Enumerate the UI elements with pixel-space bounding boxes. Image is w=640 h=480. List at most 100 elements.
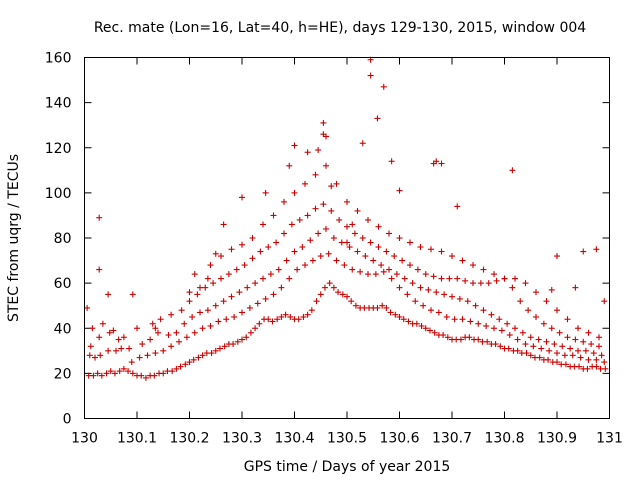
data-point: [585, 356, 592, 363]
data-point: [551, 341, 558, 348]
data-point: [593, 363, 600, 370]
data-point: [225, 271, 232, 278]
data-point: [428, 307, 434, 314]
data-point: [349, 221, 356, 228]
data-point: [470, 280, 476, 287]
data-point: [564, 334, 571, 341]
data-point: [260, 275, 266, 282]
data-point: [160, 370, 167, 377]
data-point: [546, 347, 553, 354]
data-point: [302, 180, 308, 187]
data-point: [449, 253, 455, 260]
data-point: [210, 280, 217, 287]
data-point: [572, 284, 579, 291]
data-point: [444, 334, 451, 341]
data-point: [512, 275, 518, 282]
data-point: [446, 275, 453, 282]
data-point: [425, 286, 432, 293]
data-point: [512, 325, 518, 332]
data-point: [497, 343, 504, 350]
data-point: [561, 352, 568, 359]
data-point: [183, 334, 190, 341]
data-point: [493, 277, 500, 284]
data-point: [228, 293, 235, 300]
data-point: [89, 325, 96, 332]
data-point: [422, 271, 429, 278]
data-point: [113, 347, 119, 354]
data-point: [567, 345, 574, 352]
data-point: [449, 293, 455, 300]
data-point: [282, 311, 289, 318]
data-point: [367, 239, 374, 246]
data-point: [383, 248, 390, 255]
data-point: [428, 246, 434, 253]
data-point: [105, 347, 112, 354]
data-point: [341, 262, 348, 269]
data-point: [438, 160, 445, 167]
data-point: [491, 271, 497, 278]
data-point: [134, 325, 140, 332]
data-point: [118, 345, 125, 352]
data-point: [457, 336, 464, 343]
data-point: [208, 350, 215, 357]
data-point: [509, 167, 516, 174]
y-axis-title: STEC from uqrg / TECUs: [6, 154, 22, 322]
data-point: [564, 316, 571, 323]
data-point: [90, 372, 97, 379]
data-point: [105, 291, 112, 298]
data-point: [144, 352, 151, 359]
data-point: [269, 318, 276, 325]
data-point: [527, 334, 534, 341]
data-point: [339, 291, 346, 298]
data-point: [545, 356, 552, 363]
data-point: [601, 298, 608, 305]
data-point: [405, 318, 412, 325]
axis-ticks: 130 130.1 130.2 130.3 130.4 130.5 130.6 130.7 13…: [45, 51, 623, 447]
data-point: [433, 158, 440, 165]
y-tick-label: 20: [54, 366, 72, 382]
data-point: [459, 316, 466, 323]
data-point: [438, 248, 445, 255]
data-point: [590, 350, 597, 357]
data-point: [466, 334, 473, 341]
data-point: [375, 244, 382, 251]
data-point: [275, 266, 282, 273]
data-point: [260, 221, 266, 228]
x-tick-label: 130.8: [484, 431, 524, 447]
data-point: [554, 253, 560, 260]
data-point: [412, 298, 419, 305]
data-point: [234, 338, 241, 345]
data-point: [569, 352, 576, 359]
x-tick-label: 130.5: [327, 431, 367, 447]
data-point: [218, 275, 224, 282]
data-point: [391, 253, 398, 260]
data-point: [291, 248, 298, 255]
data-point: [543, 338, 550, 345]
data-point: [87, 343, 94, 350]
data-point: [304, 212, 311, 219]
data-point: [576, 363, 583, 370]
data-point: [262, 189, 269, 196]
data-point: [239, 241, 245, 248]
data-point: [307, 237, 314, 244]
data-point: [186, 298, 193, 305]
data-point: [517, 298, 524, 305]
data-point: [454, 203, 461, 210]
data-point: [116, 368, 123, 375]
data-point: [321, 284, 328, 291]
data-point: [418, 322, 425, 329]
data-point: [107, 368, 114, 375]
data-point: [323, 225, 329, 232]
data-point: [202, 284, 209, 291]
data-point: [420, 302, 427, 309]
data-point: [535, 336, 542, 343]
data-point: [270, 291, 277, 298]
data-point: [404, 291, 411, 298]
data-point: [129, 370, 136, 377]
data-point: [111, 370, 118, 377]
data-point: [155, 329, 161, 336]
data-point: [267, 271, 274, 278]
x-axis-title: GPS time / Days of year 2015: [244, 459, 451, 475]
data-point: [169, 368, 176, 375]
data-point: [110, 327, 117, 334]
